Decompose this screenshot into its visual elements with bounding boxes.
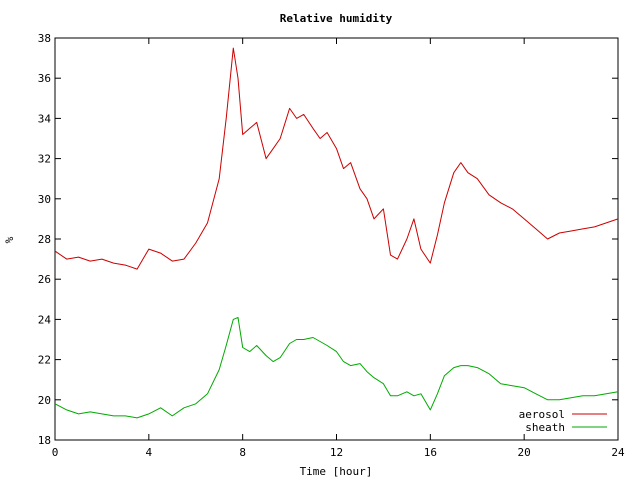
x-tick-label: 24 [611,446,625,459]
plot-frame [54,37,619,441]
y-tick-label: 38 [38,32,51,45]
y-tick-label: 20 [38,394,51,407]
y-tick-label: 18 [38,434,51,447]
x-axis-label: Time [hour] [300,465,373,478]
y-tick-label: 24 [38,313,52,326]
y-tick-label: 28 [38,233,51,246]
y-tick-label: 32 [38,153,51,166]
series-lines [54,47,619,419]
axis-ticks: 18 20 22 24 26 28 30 32 34 36 38 0 4 8 12 16 20 24 [38,32,625,459]
legend-label-aerosol: aerosol [519,408,565,421]
y-tick-label: 26 [38,273,51,286]
chart-title: Relative humidity [280,12,393,25]
y-axis-label: % [3,236,16,243]
series-line-aerosol [54,47,619,270]
x-tick-label: 16 [424,446,437,459]
legend-label-sheath: sheath [525,421,565,434]
x-tick-label: 4 [146,446,153,459]
x-tick-label: 20 [518,446,531,459]
x-tick-label: 8 [239,446,246,459]
plot-area [54,37,619,441]
x-tick-label: 12 [330,446,343,459]
y-tick-label: 22 [38,354,51,367]
x-tick-label: 0 [52,446,59,459]
y-tick-label: 30 [38,193,51,206]
y-tick-label: 36 [38,72,51,85]
y-tick-label: 34 [38,112,52,125]
series-line-sheath [54,316,619,419]
